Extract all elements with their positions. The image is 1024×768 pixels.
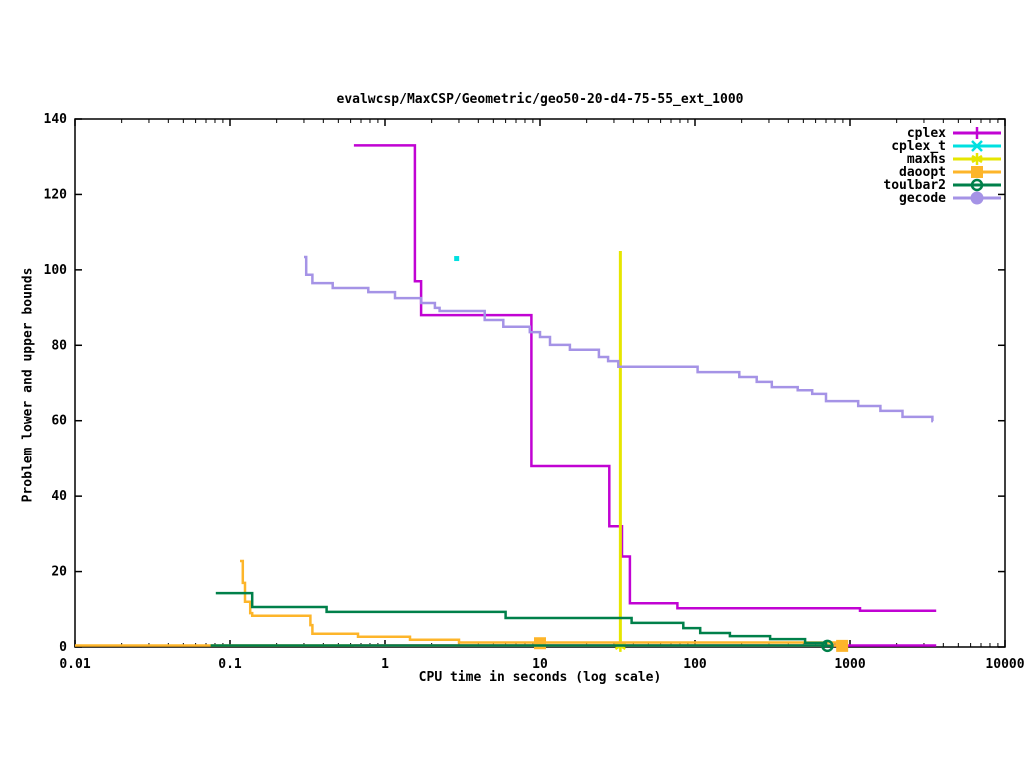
x-tick-label: 1000 [834, 657, 865, 672]
series-cplex_t [454, 256, 460, 262]
series-maxhs [614, 251, 627, 652]
series-gecode-upper-bound [304, 255, 934, 423]
y-tick-label: 80 [51, 338, 67, 353]
legend-marker-toulbar2 [970, 178, 984, 192]
legend-marker-cplex [971, 127, 983, 139]
x-tick-label: 100 [683, 657, 707, 672]
legend-item-cplex_t: cplex_t [891, 139, 1001, 154]
legend-marker-cplex_t [971, 140, 983, 152]
series-daoopt-upper-bound [240, 559, 843, 648]
series-cplex-upper-bound [353, 144, 937, 613]
series-toulbar2 [210, 591, 834, 653]
y-tick-label: 140 [44, 112, 68, 127]
legend-label-toulbar2: toulbar2 [883, 178, 946, 193]
x-tick-label: 10000 [985, 657, 1024, 672]
series-cplex [353, 144, 937, 647]
series-daoopt-marker [836, 639, 849, 652]
x-axis-label: CPU time in seconds (log scale) [418, 670, 662, 685]
legend-item-daoopt: daoopt [899, 165, 1001, 180]
chart-title: evalwcsp/MaxCSP/Geometric/geo50-20-d4-75… [336, 92, 744, 107]
series-cplex_t-point [454, 256, 460, 262]
legend-item-cplex: cplex [907, 126, 1001, 141]
y-tick-label: 120 [44, 187, 68, 202]
series-daoopt [75, 559, 849, 652]
x-tick-label: 0.1 [218, 657, 242, 672]
x-tick-label: 1 [381, 657, 389, 672]
x-tick-label: 10 [532, 657, 548, 672]
legend-item-gecode: gecode [899, 191, 1001, 206]
legend-marker-daoopt [971, 166, 983, 178]
x-tick-label: 0.01 [59, 657, 90, 672]
y-tick-label: 20 [51, 565, 67, 580]
legend-marker-gecode [970, 191, 984, 205]
legend-label-maxhs: maxhs [907, 152, 946, 167]
legend-label-cplex: cplex [907, 126, 946, 141]
series-daoopt-marker [534, 637, 546, 650]
y-tick-label: 0 [59, 640, 67, 655]
legend-item-maxhs: maxhs [907, 152, 1001, 167]
y-tick-label: 40 [51, 489, 67, 504]
y-tick-label: 60 [51, 414, 67, 429]
legend-label-gecode: gecode [899, 191, 946, 206]
series-toulbar2-upper-bound [215, 591, 828, 648]
legend-item-toulbar2: toulbar2 [883, 178, 1001, 193]
series-gecode [304, 255, 934, 423]
y-tick-label: 100 [44, 263, 68, 278]
plot-border [74, 118, 1006, 648]
legend-label-daoopt: daoopt [899, 165, 946, 180]
series-toulbar2-marker [821, 639, 834, 653]
y-axis-label: Problem lower and upper bounds [20, 267, 36, 503]
legend-marker-maxhs [971, 153, 983, 165]
legend-label-cplex_t: cplex_t [891, 139, 946, 154]
